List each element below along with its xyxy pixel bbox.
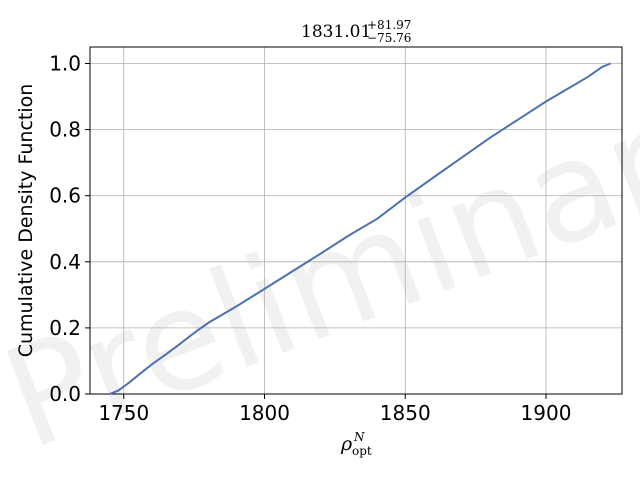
y-tick-label: 0.8 xyxy=(49,118,81,142)
x-tick-label: 1850 xyxy=(380,401,431,425)
y-tick-label: 0.2 xyxy=(49,316,81,340)
x-axis: 1750 1800 1850 1900 xyxy=(98,394,571,425)
x-tick-label: 1800 xyxy=(239,401,290,425)
chart-title: 1831.01 xyxy=(301,22,371,42)
y-tick-label: 1.0 xyxy=(49,52,81,76)
title-sub: −75.76 xyxy=(367,31,411,45)
plot-frame xyxy=(89,46,623,395)
x-tick-label: 1750 xyxy=(98,401,149,425)
y-tick-label: 0.4 xyxy=(49,250,81,274)
x-axis-label-sub: opt xyxy=(352,444,372,458)
x-axis-label: ρ xyxy=(340,433,353,455)
title-sup: +81.97 xyxy=(367,18,411,32)
x-axis-label-sup: N xyxy=(353,430,365,444)
y-tick-label: 0.0 xyxy=(49,382,81,406)
title-base: 1831.01 xyxy=(301,22,371,42)
y-axis: 0.0 0.2 0.4 0.6 0.8 1.0 xyxy=(49,52,90,406)
y-axis-label: Cumulative Density Function xyxy=(15,84,37,358)
x-tick-label: 1900 xyxy=(521,401,572,425)
cdf-line xyxy=(109,62,612,395)
y-tick-label: 0.6 xyxy=(49,184,81,208)
